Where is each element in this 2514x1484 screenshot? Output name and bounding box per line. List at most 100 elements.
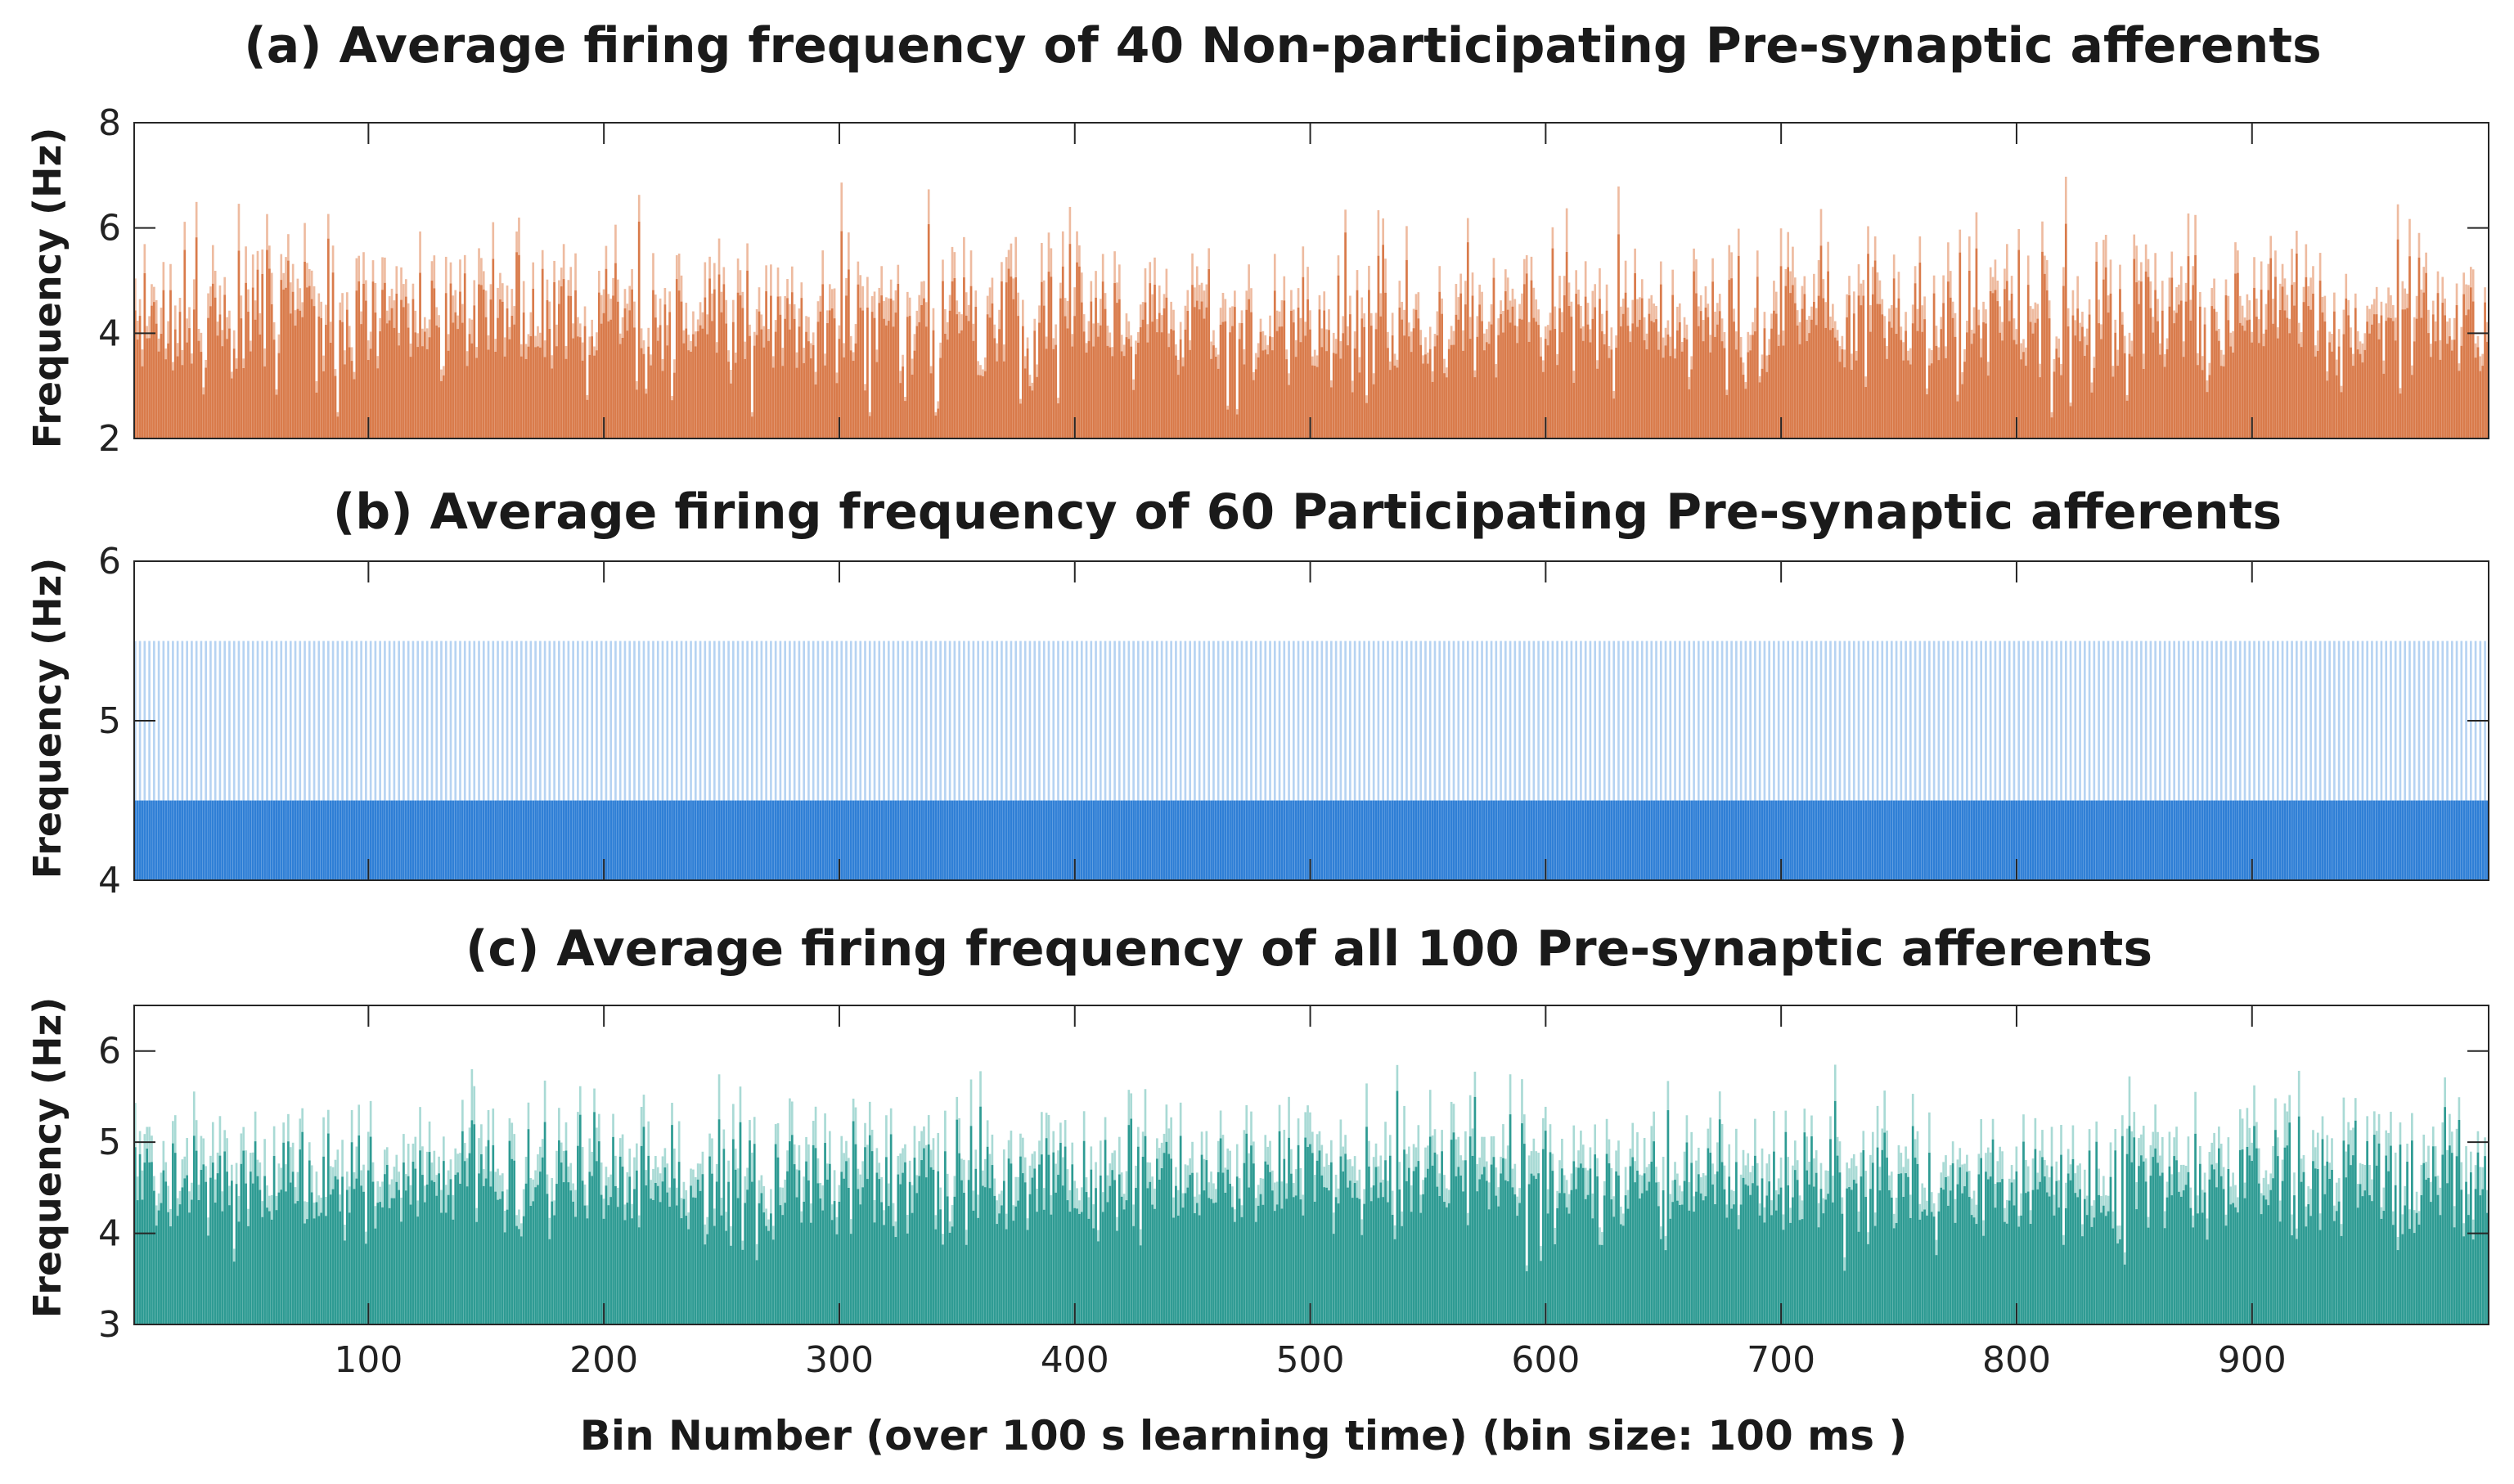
panel-a-bar xyxy=(1111,356,1114,438)
panel-b-bar xyxy=(1438,800,1441,880)
panel-a-bar xyxy=(1947,281,1950,438)
panel-c-bar xyxy=(285,1191,287,1324)
panel-b-bar xyxy=(2352,800,2354,880)
panel-b-bar-tip xyxy=(1527,641,1531,880)
panel-b-bar xyxy=(1895,800,1898,880)
panel-a-y-tick-label: 8 xyxy=(98,102,121,144)
panel-a-bar xyxy=(897,284,900,438)
panel-b-bar-tip xyxy=(1231,641,1234,880)
panel-a-bar xyxy=(2102,279,2105,438)
panel-b-bar xyxy=(172,800,174,880)
panel-b-bar xyxy=(2184,800,2188,880)
panel-b-bar xyxy=(2128,800,2131,880)
panel-a-bar xyxy=(1120,351,1123,438)
panel-b-bar xyxy=(1002,800,1005,880)
panel-a-bar xyxy=(468,334,471,438)
panel-b-bar xyxy=(2140,800,2143,880)
panel-c-bar xyxy=(266,1207,268,1324)
panel-b-bar xyxy=(1085,800,1088,880)
panel-b-bar xyxy=(1985,800,1987,880)
panel-b-bar xyxy=(1478,800,1481,880)
panel-c-bar xyxy=(807,1180,810,1324)
panel-c-bar xyxy=(821,1210,825,1324)
panel-b-bar xyxy=(2431,800,2435,880)
panel-b-bar-tip xyxy=(1410,641,1413,880)
panel-a-bar xyxy=(908,316,911,438)
panel-b-bar xyxy=(2210,800,2214,880)
panel-c-bar xyxy=(654,1182,657,1324)
panel-b-bar xyxy=(1441,800,1443,880)
panel-a-bar xyxy=(2408,256,2411,438)
panel-b-bar-tip xyxy=(1419,641,1423,880)
panel-b-bar xyxy=(202,800,205,880)
panel-a-bar xyxy=(1657,349,1660,438)
panel-b-bar xyxy=(301,800,304,880)
panel-b-bar xyxy=(1945,800,1947,880)
panel-b-bar xyxy=(1318,800,1321,880)
panel-c-bar xyxy=(551,1201,554,1324)
panel-a-bar xyxy=(1989,291,1992,438)
panel-a-axes-frame xyxy=(133,122,2489,439)
panel-a-bar xyxy=(1549,330,1552,438)
panel-a-bar xyxy=(1427,363,1429,438)
panel-a-bar xyxy=(713,289,716,438)
panel-b-bar-tip xyxy=(1090,641,1093,880)
panel-b-bar xyxy=(1221,800,1225,880)
panel-a-bar xyxy=(1674,358,1676,438)
panel-b-bar-tip xyxy=(878,641,881,880)
panel-a-bar xyxy=(2307,306,2310,438)
panel-a-bar xyxy=(988,317,992,438)
panel-c-bar xyxy=(374,1228,377,1324)
panel-a-bar xyxy=(1716,324,1719,438)
panel-c-bar xyxy=(384,1174,386,1324)
panel-c-bar xyxy=(1087,1218,1091,1324)
panel-a-bar xyxy=(1391,335,1394,438)
panel-a-bar xyxy=(934,416,938,438)
panel-b-bar xyxy=(2197,800,2199,880)
panel-b-bar-tip xyxy=(393,641,396,880)
panel-b-bar xyxy=(2305,800,2308,880)
panel-c-bar xyxy=(562,1182,565,1324)
panel-b-bar xyxy=(1288,800,1290,880)
panel-b-bar xyxy=(1379,800,1383,880)
panel-b-bar-tip xyxy=(2083,641,2086,880)
panel-a-bar xyxy=(1617,234,1620,438)
panel-b-y-tick-label: 4 xyxy=(98,860,121,902)
panel-a-bar xyxy=(793,318,796,438)
panel-b-bar xyxy=(1784,800,1788,880)
panel-a-bar xyxy=(2305,277,2308,438)
panel-b-bar-tip xyxy=(1264,641,1267,880)
panel-c-bar xyxy=(1139,1245,1142,1324)
panel-c-bar xyxy=(1122,1209,1126,1324)
panel-b-bar-tip xyxy=(1871,641,1874,880)
panel-b-bar-tip xyxy=(2079,641,2081,880)
panel-b-bar-tip xyxy=(1151,641,1154,880)
panel-a-bar xyxy=(640,348,643,438)
panel-b-bar-tip xyxy=(1655,641,1657,880)
panel-a-bar xyxy=(1068,244,1072,438)
panel-b-bar xyxy=(2281,800,2284,880)
panel-b-bar xyxy=(2031,800,2035,880)
panel-a-bar xyxy=(1141,319,1145,438)
panel-c-bar xyxy=(621,1167,624,1324)
panel-b-bar xyxy=(1315,800,1319,880)
panel-b-bar xyxy=(1634,800,1636,880)
panel-c-bar xyxy=(433,1181,436,1324)
panel-a-bar xyxy=(1921,331,1924,438)
panel-c-bar xyxy=(1109,1185,1112,1324)
panel-a-bar xyxy=(2090,392,2094,438)
panel-b-bar-tip xyxy=(134,641,137,880)
panel-b-bar-tip xyxy=(487,641,490,880)
panel-b-bar xyxy=(2425,800,2427,880)
panel-b-bar-tip xyxy=(2206,641,2209,880)
panel-b-bar-tip xyxy=(430,641,434,880)
panel-b-bar xyxy=(1996,800,1999,880)
panel-b-bar-tip xyxy=(2318,641,2322,880)
panel-c-bar xyxy=(946,1196,949,1324)
panel-b-bar-tip xyxy=(398,641,400,880)
panel-b-bar xyxy=(355,800,358,880)
panel-a-bar xyxy=(572,338,574,438)
panel-b-bar-tip xyxy=(2026,641,2030,880)
panel-a-bar xyxy=(915,326,919,438)
panel-a-bar xyxy=(251,287,254,438)
